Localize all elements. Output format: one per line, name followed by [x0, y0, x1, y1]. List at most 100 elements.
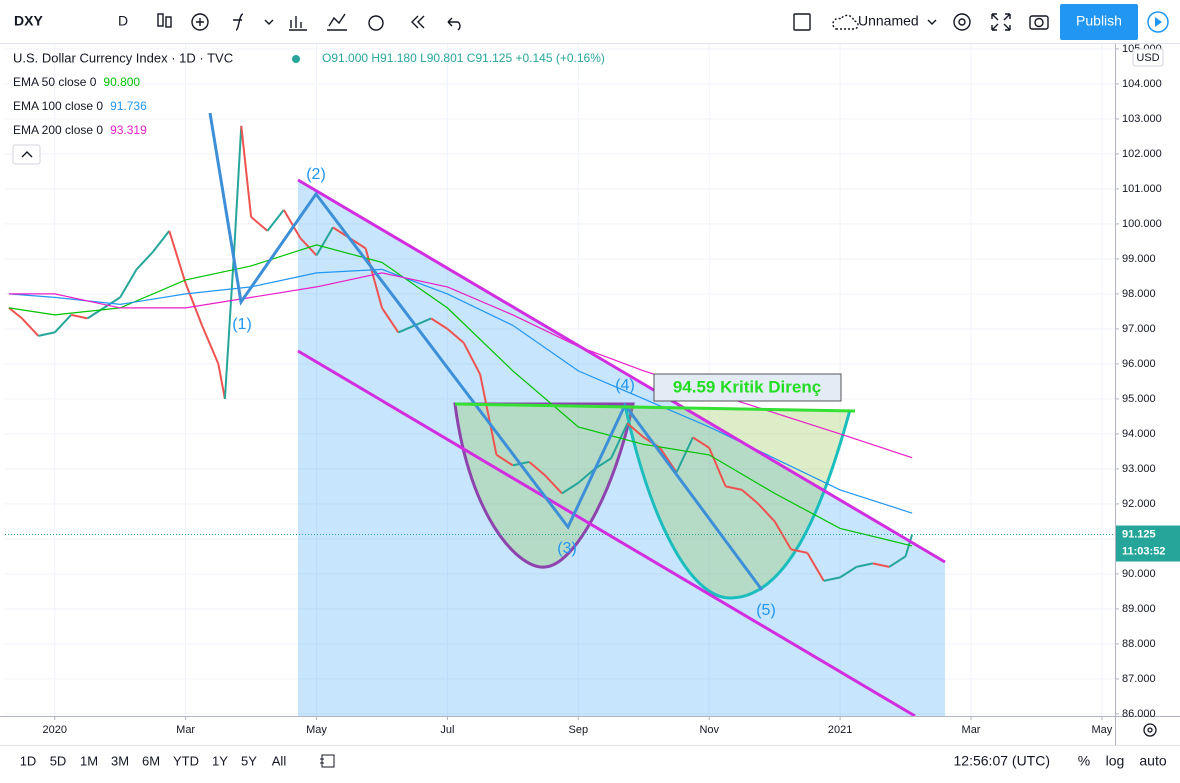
- price-move: [823, 576, 841, 582]
- ema-line: [8, 272, 913, 459]
- price-move: [577, 468, 596, 484]
- replay-icon[interactable]: [411, 15, 425, 29]
- resistance-line: [454, 402, 856, 413]
- currency: USD: [1136, 52, 1159, 64]
- range-button[interactable]: 6M: [142, 753, 160, 768]
- undo-icon[interactable]: [447, 17, 461, 31]
- goto-date-icon[interactable]: [320, 754, 335, 768]
- x-tick-label: May: [306, 724, 327, 736]
- price-move: [741, 489, 759, 505]
- add-indicator-icon[interactable]: [191, 13, 209, 31]
- alert-icon[interactable]: [368, 15, 384, 31]
- axis-settings[interactable]: [1143, 723, 1157, 737]
- market-status: [292, 55, 300, 63]
- y-tick-label: 104.000: [1122, 78, 1162, 90]
- price-move: [240, 125, 253, 218]
- y-tick-label: 103.000: [1122, 113, 1162, 125]
- countdown: 11:03:52: [1122, 545, 1165, 557]
- x-tick-label: 2021: [828, 724, 852, 736]
- publish-button[interactable]: [1060, 4, 1138, 40]
- price-move: [659, 447, 678, 473]
- auto-toggle[interactable]: auto: [1139, 753, 1166, 769]
- candle-icon[interactable]: [165, 16, 172, 28]
- x-tick-label: Nov: [699, 724, 719, 736]
- price-move: [233, 125, 243, 242]
- last-price-label: 91.125: [1122, 528, 1156, 540]
- select-icon[interactable]: [793, 13, 811, 31]
- cup-left: [453, 402, 635, 569]
- fx-icon[interactable]: [233, 13, 244, 31]
- stream-button[interactable]: [1147, 11, 1169, 33]
- y-tick-label: 92.000: [1122, 498, 1156, 510]
- y-tick-label: 97.000: [1122, 323, 1156, 335]
- axis-labels: 86.00087.00088.00089.00090.00091.00092.0…: [42, 43, 1180, 736]
- toolbar-icons: [157, 13, 1049, 31]
- percent-toggle[interactable]: %: [1078, 753, 1090, 769]
- legend-entry: EMA 100 close 0: [13, 99, 103, 113]
- price-move: [119, 268, 138, 298]
- legend-value: 93.319: [110, 123, 147, 137]
- price-move: [21, 317, 40, 337]
- price-move: [54, 314, 72, 334]
- dropdown[interactable]: [264, 19, 274, 25]
- play: [1155, 17, 1162, 27]
- price-move: [806, 552, 825, 582]
- range-button[interactable]: 1D: [20, 753, 37, 768]
- price-move: [152, 230, 171, 253]
- lens: [1034, 17, 1044, 28]
- range-button[interactable]: 5Y: [241, 753, 257, 768]
- bottom-bar: 1D 5D 1M 3M 6M YTD 1Y 5Y All: [20, 753, 287, 768]
- channel-top: [297, 178, 946, 564]
- price-move: [217, 363, 226, 400]
- price-move: [38, 331, 55, 337]
- range-button[interactable]: 1Y: [212, 753, 228, 768]
- resistance-label: 94.59 Kritik Direnç: [673, 377, 821, 396]
- price-move: [773, 520, 792, 550]
- range-button[interactable]: All: [272, 753, 287, 768]
- x-tick-label: Jul: [440, 724, 454, 736]
- price-move: [462, 342, 482, 375]
- settings-core: [958, 18, 966, 26]
- grid: [5, 44, 1115, 716]
- price-move: [675, 436, 694, 473]
- price-move: [839, 566, 858, 579]
- candle-icon[interactable]: [157, 13, 164, 27]
- price-move: [299, 237, 318, 257]
- bars-icon[interactable]: [289, 16, 307, 31]
- log-toggle[interactable]: log: [1106, 753, 1125, 769]
- range-button[interactable]: YTD: [173, 753, 199, 768]
- layout-name[interactable]: Unnamed: [858, 13, 919, 29]
- y-tick-label: 87.000: [1122, 673, 1156, 685]
- x-tick-label: Mar: [962, 724, 981, 736]
- chevron: [21, 151, 33, 158]
- x-tick-label: May: [1092, 724, 1113, 736]
- range-button[interactable]: 1M: [80, 753, 98, 768]
- elliott-waves: [208, 112, 764, 591]
- snapshot-icon[interactable]: [1029, 15, 1049, 30]
- price-move: [381, 307, 400, 333]
- price-move: [70, 313, 88, 320]
- y-tick-label: 89.000: [1122, 603, 1156, 615]
- price-move: [282, 209, 302, 239]
- dropdown[interactable]: [927, 19, 937, 25]
- fullscreen-icon[interactable]: [991, 13, 1011, 31]
- y-tick-label: 98.000: [1122, 288, 1156, 300]
- range-button[interactable]: 3M: [111, 753, 129, 768]
- last-price-tag: [1116, 525, 1180, 562]
- interval[interactable]: D: [118, 13, 128, 29]
- collapse-legend[interactable]: [12, 144, 41, 165]
- y-tick-label: 86.000: [1122, 708, 1156, 720]
- price-move: [495, 454, 514, 467]
- price-move: [168, 230, 187, 284]
- x-tick-label: Mar: [176, 724, 195, 736]
- wave-label: (4): [615, 377, 635, 394]
- compare-icon[interactable]: [327, 13, 347, 31]
- top-toolbar: [0, 0, 1180, 43]
- settings-icon[interactable]: [953, 13, 971, 31]
- range-button[interactable]: 5D: [50, 753, 67, 768]
- y-tick-label: 94.000: [1122, 428, 1156, 440]
- currency-box: [1132, 48, 1164, 67]
- time-axis: [0, 716, 1115, 745]
- symbol[interactable]: DXY: [14, 13, 43, 29]
